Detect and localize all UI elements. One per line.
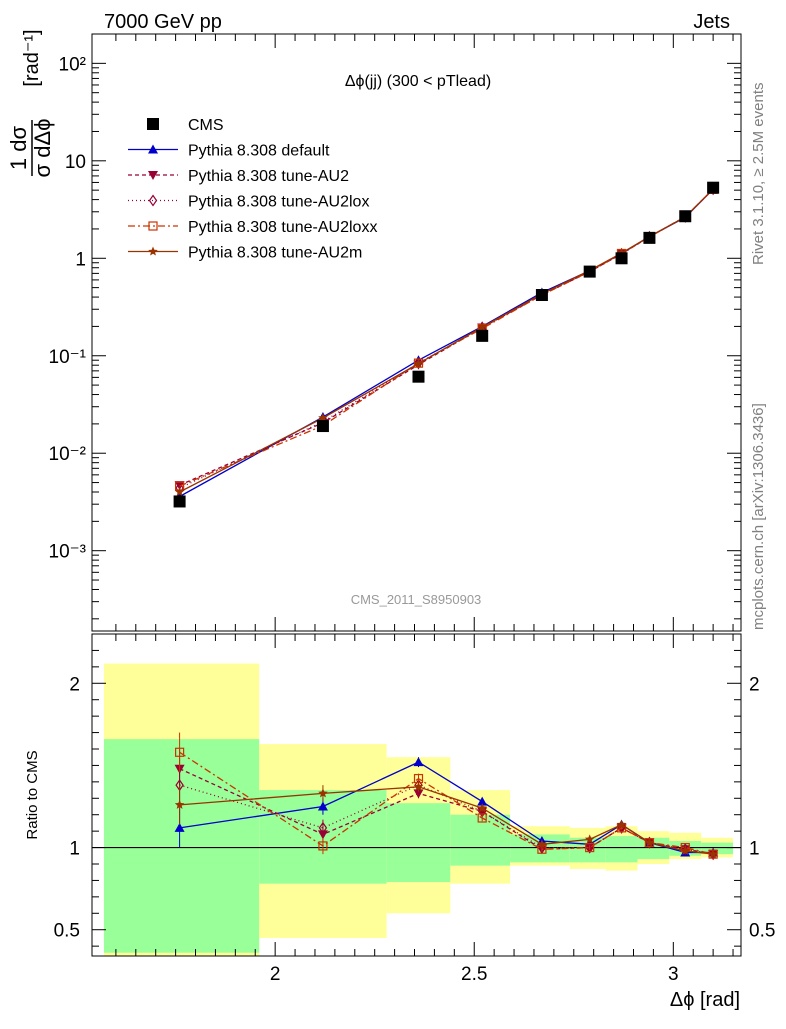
x-tick-label: 3 bbox=[668, 964, 679, 985]
ratio-point-au2m bbox=[537, 839, 547, 849]
legend-label-au2m: Pythia 8.308 tune-AU2m bbox=[188, 245, 362, 262]
point-data bbox=[583, 265, 596, 278]
ratio-band-inner bbox=[386, 803, 451, 883]
ratio-frame bbox=[91, 633, 742, 957]
main-series-group bbox=[173, 181, 720, 508]
ratio-point-default bbox=[413, 757, 424, 767]
svg-text:σ dΔϕ: σ dΔϕ bbox=[30, 119, 55, 178]
series-line-au2loxx bbox=[179, 188, 714, 487]
ratio-point-au2loxx bbox=[477, 813, 487, 823]
point-data bbox=[643, 231, 656, 244]
header-right: Jets bbox=[693, 11, 730, 33]
main-y-tick-label: 10² bbox=[59, 54, 86, 75]
ratio-y-tick-label: 2 bbox=[69, 674, 80, 695]
legend: CMS Pythia 8.308 default Pythia 8.308 tune… bbox=[128, 117, 377, 262]
point-data bbox=[707, 181, 720, 194]
ratio-line-au2m bbox=[179, 786, 714, 855]
ratio-ticks: 0.5 0.5 1 1 2 2 2 2.5 3 bbox=[54, 634, 775, 985]
ratio-point-au2m bbox=[584, 834, 595, 844]
main-title: Δϕ(jj) (300 < pTlead) bbox=[345, 73, 491, 90]
ratio-band-inner bbox=[450, 814, 511, 866]
ratio-y-tick-label-right: 0.5 bbox=[749, 921, 775, 942]
main-y-ticks: 10⁻³ 10⁻² 10⁻¹ 1 10 10² bbox=[49, 33, 741, 631]
ratio-point-au2loxx bbox=[318, 841, 328, 851]
ratio-y-axis-label: Ratio to CMS bbox=[24, 750, 41, 839]
svg-text:[rad⁻¹]: [rad⁻¹] bbox=[21, 29, 43, 86]
point-au2m bbox=[174, 487, 185, 497]
point-data bbox=[173, 495, 186, 508]
point-data bbox=[615, 252, 628, 265]
main-y-tick-label: 10⁻² bbox=[49, 444, 87, 465]
point-data bbox=[476, 329, 489, 342]
ratio-band-inner bbox=[103, 739, 260, 953]
ratio-y-tick-label-right: 1 bbox=[749, 839, 760, 860]
x-tick-label: 2.5 bbox=[461, 964, 487, 985]
ratio-line-au2loxx bbox=[179, 751, 714, 855]
ratio-point-au2loxx bbox=[585, 842, 595, 853]
legend-label-au2lox: Pythia 8.308 tune-AU2lox bbox=[188, 194, 369, 211]
ratio-point-au2m bbox=[708, 849, 718, 859]
ratio-point-au2m bbox=[318, 788, 328, 798]
watermark: CMS_2011_S8950903 bbox=[351, 592, 482, 607]
point-data bbox=[412, 370, 425, 383]
ratio-band-inner bbox=[701, 842, 734, 855]
ratio-point-au2 bbox=[413, 789, 424, 799]
ratio-point-au2m bbox=[680, 845, 690, 855]
main-panel: Δϕ(jj) (300 < pTlead) CMS_2011_S8950903 … bbox=[6, 29, 742, 632]
legend-label-au2loxx: Pythia 8.308 tune-AU2loxx bbox=[188, 219, 377, 236]
side-label-rivet: Rivet 3.1.10, ≥ 2.5M events bbox=[750, 83, 767, 266]
ratio-point-default bbox=[477, 796, 488, 806]
side-label-mcplots: mcplots.cern.ch [arXiv:1306.3436] bbox=[750, 403, 767, 630]
legend-label-data: CMS bbox=[188, 117, 224, 134]
main-y-tick-label: 1 bbox=[75, 249, 86, 270]
ratio-band-inner bbox=[605, 836, 638, 863]
header-left: 7000 GeV pp bbox=[104, 11, 222, 33]
ratio-point-au2m bbox=[616, 819, 627, 829]
ratio-y-tick-label-right: 2 bbox=[749, 674, 760, 695]
legend-marker-default bbox=[148, 144, 158, 154]
x-tick-label: 2 bbox=[270, 964, 281, 985]
ratio-point-au2lox bbox=[318, 821, 328, 834]
ratio-y-tick-label: 0.5 bbox=[54, 921, 80, 942]
main-y-tick-label: 10 bbox=[65, 152, 86, 173]
ratio-point-au2m bbox=[644, 837, 655, 847]
main-frame bbox=[91, 33, 742, 632]
x-axis-label: Δϕ [rad] bbox=[670, 989, 740, 1011]
ratio-point-default bbox=[174, 822, 185, 832]
ratio-point-au2loxx bbox=[174, 747, 185, 757]
ratio-line-au2lox bbox=[179, 784, 714, 855]
series-line-au2m bbox=[179, 188, 714, 493]
legend-marker-au2loxx bbox=[148, 221, 158, 231]
ratio-series-group bbox=[174, 732, 719, 861]
legend-marker-au2 bbox=[148, 171, 158, 180]
legend-marker-au2m bbox=[148, 246, 158, 256]
ratio-point-au2m bbox=[413, 781, 424, 791]
main-y-tick-label: 10⁻¹ bbox=[49, 347, 87, 368]
legend-label-au2: Pythia 8.308 tune-AU2 bbox=[188, 168, 349, 185]
ratio-point-default bbox=[317, 801, 328, 811]
ratio-line-default bbox=[179, 761, 714, 854]
ratio-point-au2m bbox=[477, 803, 487, 813]
point-data bbox=[535, 289, 548, 302]
legend-label-default: Pythia 8.308 default bbox=[188, 143, 330, 160]
ratio-y-tick-label: 1 bbox=[69, 839, 80, 860]
point-data bbox=[316, 420, 329, 433]
main-y-tick-label: 10⁻³ bbox=[49, 542, 87, 563]
legend-marker-au2lox bbox=[148, 194, 158, 207]
point-au2m bbox=[477, 322, 487, 332]
point-au2m bbox=[318, 413, 328, 422]
point-au2m bbox=[413, 358, 424, 368]
point-data bbox=[679, 210, 692, 223]
legend-marker-data bbox=[147, 118, 159, 130]
ratio-point-au2m bbox=[174, 799, 185, 809]
main-y-axis-label: 1 dσ σ dΔϕ [rad⁻¹] bbox=[6, 29, 55, 177]
ratio-uncertainty-bands bbox=[92, 663, 741, 956]
ratio-panel: 0.5 0.5 1 1 2 2 2 2.5 3 Ratio to CMS Δϕ [rad] bbox=[24, 633, 775, 1011]
svg-text:1 dσ: 1 dσ bbox=[6, 126, 31, 171]
